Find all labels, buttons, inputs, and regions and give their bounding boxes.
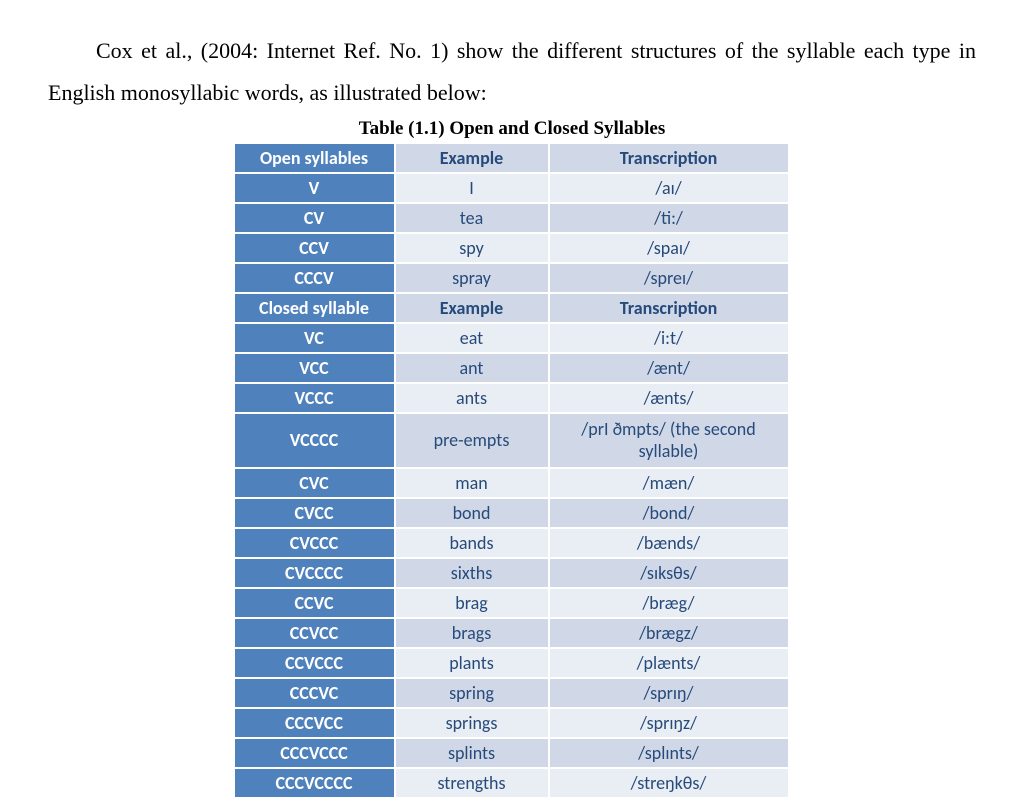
example-cell: ants <box>395 383 549 413</box>
example-cell: spring <box>395 678 549 708</box>
table-row: CVCCC bands /bænds/ <box>235 528 789 558</box>
example-cell: bond <box>395 498 549 528</box>
table-row: CVC man /mæn/ <box>235 468 789 498</box>
structure-cell: CCVCCC <box>235 648 395 678</box>
intro-paragraph: Cox et al., (2004: Internet Ref. No. 1) … <box>48 30 976 114</box>
transcription-cell: /i:t/ <box>549 323 789 353</box>
table-row: CCCVCC springs /sprɪŋz/ <box>235 708 789 738</box>
transcription-cell: /sprɪŋ/ <box>549 678 789 708</box>
section-header-closed: Closed syllable Example Transcription <box>235 293 789 323</box>
structure-cell: CCCV <box>235 263 395 293</box>
example-cell: tea <box>395 203 549 233</box>
example-cell: man <box>395 468 549 498</box>
table-wrapper: Open syllables Example Transcription V I… <box>48 144 976 799</box>
page: Cox et al., (2004: Internet Ref. No. 1) … <box>0 0 1024 799</box>
table-row: CCV spy /spaɪ/ <box>235 233 789 263</box>
example-cell: brags <box>395 618 549 648</box>
table-row: CCVCC brags /brægz/ <box>235 618 789 648</box>
table-row: VCCCC pre-empts /prI ðmpts/ (the second … <box>235 413 789 468</box>
transcription-cell: /splɪnts/ <box>549 738 789 768</box>
example-cell: splints <box>395 738 549 768</box>
table-row: CV tea /ti:/ <box>235 203 789 233</box>
structure-cell: VC <box>235 323 395 353</box>
example-cell: sixths <box>395 558 549 588</box>
table-row: CCCV spray /spreɪ/ <box>235 263 789 293</box>
table-row: CVCC bond /bond/ <box>235 498 789 528</box>
table-body: Open syllables Example Transcription V I… <box>235 144 789 798</box>
section-header-open: Open syllables Example Transcription <box>235 144 789 173</box>
transcription-cell: /ænt/ <box>549 353 789 383</box>
structure-cell: VCCCC <box>235 413 395 468</box>
transcription-cell: /bræg/ <box>549 588 789 618</box>
table-row: CVCCCC sixths /sɪksθs/ <box>235 558 789 588</box>
transcription-cell: /bænds/ <box>549 528 789 558</box>
transcription-cell: /prI ðmpts/ (the second syllable) <box>549 413 789 468</box>
example-cell: spray <box>395 263 549 293</box>
header-cell: Example <box>395 293 549 323</box>
transcription-cell: /spaɪ/ <box>549 233 789 263</box>
table-row: CCCVC spring /sprɪŋ/ <box>235 678 789 708</box>
structure-cell: VCC <box>235 353 395 383</box>
structure-cell: CCCVC <box>235 678 395 708</box>
table-row: VCC ant /ænt/ <box>235 353 789 383</box>
table-row: CCCVCCCC strengths /streŋkθs/ <box>235 768 789 798</box>
header-cell: Closed syllable <box>235 293 395 323</box>
transcription-cell: /ti:/ <box>549 203 789 233</box>
example-cell: brag <box>395 588 549 618</box>
transcription-cell: /sɪksθs/ <box>549 558 789 588</box>
transcription-cell: /plænts/ <box>549 648 789 678</box>
table-row: V I /aɪ/ <box>235 173 789 203</box>
example-cell: bands <box>395 528 549 558</box>
structure-cell: CCV <box>235 233 395 263</box>
example-cell: spy <box>395 233 549 263</box>
structure-cell: CCCVCCC <box>235 738 395 768</box>
table-caption: Table (1.1) Open and Closed Syllables <box>48 118 976 140</box>
transcription-cell: /ænts/ <box>549 383 789 413</box>
header-cell: Transcription <box>549 144 789 173</box>
table-row: CCVC brag /bræg/ <box>235 588 789 618</box>
transcription-cell: /brægz/ <box>549 618 789 648</box>
transcription-cell: /aɪ/ <box>549 173 789 203</box>
transcription-cell: /mæn/ <box>549 468 789 498</box>
table-row: CCCVCCC splints /splɪnts/ <box>235 738 789 768</box>
structure-cell: CVCCC <box>235 528 395 558</box>
structure-cell: V <box>235 173 395 203</box>
structure-cell: CCCVCCCC <box>235 768 395 798</box>
example-cell: ant <box>395 353 549 383</box>
structure-cell: CVC <box>235 468 395 498</box>
transcription-cell: /bond/ <box>549 498 789 528</box>
example-cell: strengths <box>395 768 549 798</box>
structure-cell: CCVC <box>235 588 395 618</box>
example-cell: eat <box>395 323 549 353</box>
example-cell: pre-empts <box>395 413 549 468</box>
structure-cell: CVCC <box>235 498 395 528</box>
header-cell: Transcription <box>549 293 789 323</box>
transcription-cell: /sprɪŋz/ <box>549 708 789 738</box>
example-cell: I <box>395 173 549 203</box>
structure-cell: VCCC <box>235 383 395 413</box>
structure-cell: CVCCCC <box>235 558 395 588</box>
header-cell: Example <box>395 144 549 173</box>
header-cell: Open syllables <box>235 144 395 173</box>
structure-cell: CCVCC <box>235 618 395 648</box>
example-cell: springs <box>395 708 549 738</box>
structure-cell: CCCVCC <box>235 708 395 738</box>
table-row: VC eat /i:t/ <box>235 323 789 353</box>
transcription-cell: /spreɪ/ <box>549 263 789 293</box>
table-row: VCCC ants /ænts/ <box>235 383 789 413</box>
structure-cell: CV <box>235 203 395 233</box>
table-row: CCVCCC plants /plænts/ <box>235 648 789 678</box>
transcription-cell: /streŋkθs/ <box>549 768 789 798</box>
syllable-table: Open syllables Example Transcription V I… <box>235 144 790 799</box>
example-cell: plants <box>395 648 549 678</box>
